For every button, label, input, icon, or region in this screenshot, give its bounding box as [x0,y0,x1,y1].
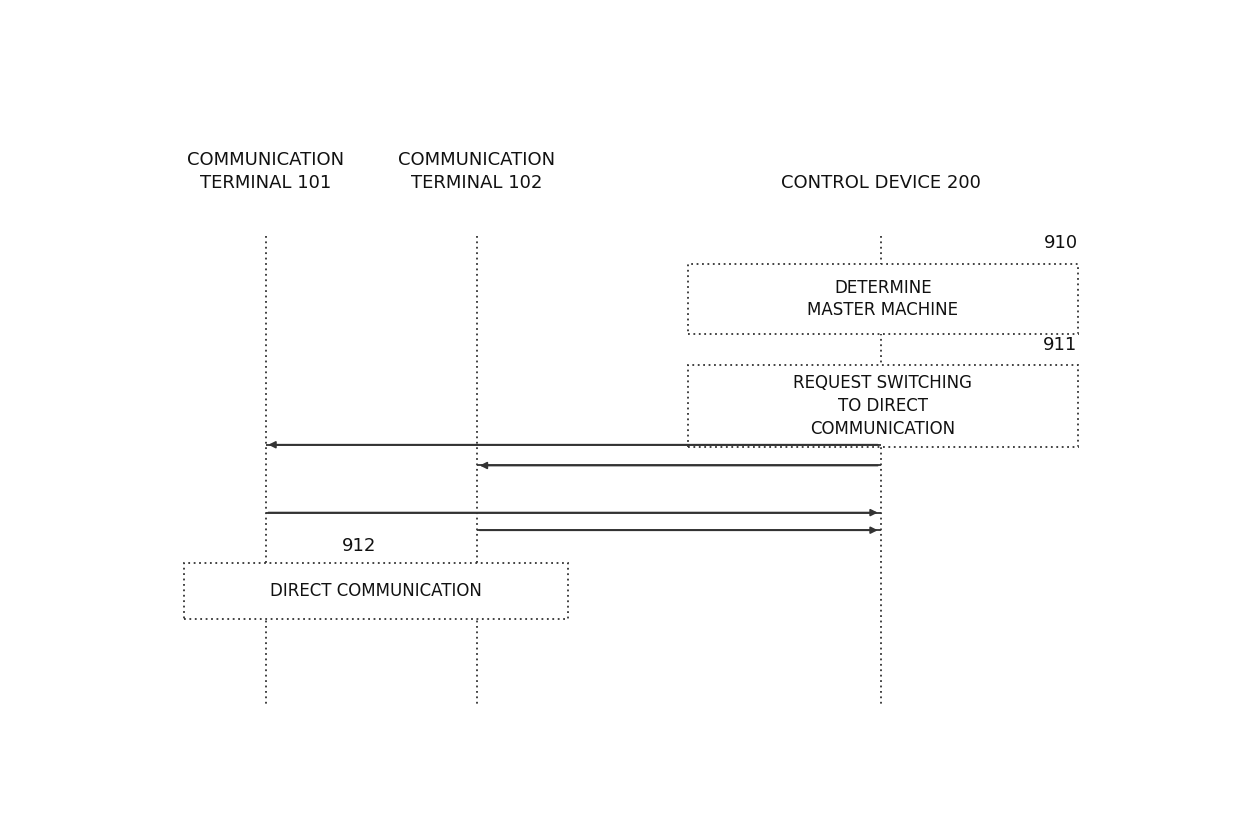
Text: DIRECT COMMUNICATION: DIRECT COMMUNICATION [270,582,482,600]
Text: COMMUNICATION
TERMINAL 101: COMMUNICATION TERMINAL 101 [187,151,343,193]
FancyBboxPatch shape [688,365,1078,446]
Text: 912: 912 [342,538,376,556]
Text: COMMUNICATION
TERMINAL 102: COMMUNICATION TERMINAL 102 [398,151,556,193]
FancyBboxPatch shape [184,563,568,619]
Text: 910: 910 [1043,234,1078,252]
Text: REQUEST SWITCHING
TO DIRECT
COMMUNICATION: REQUEST SWITCHING TO DIRECT COMMUNICATIO… [794,374,972,437]
Text: 911: 911 [1043,336,1078,354]
Text: CONTROL DEVICE 200: CONTROL DEVICE 200 [781,174,981,193]
Text: DETERMINE
MASTER MACHINE: DETERMINE MASTER MACHINE [807,278,959,319]
FancyBboxPatch shape [688,264,1078,334]
